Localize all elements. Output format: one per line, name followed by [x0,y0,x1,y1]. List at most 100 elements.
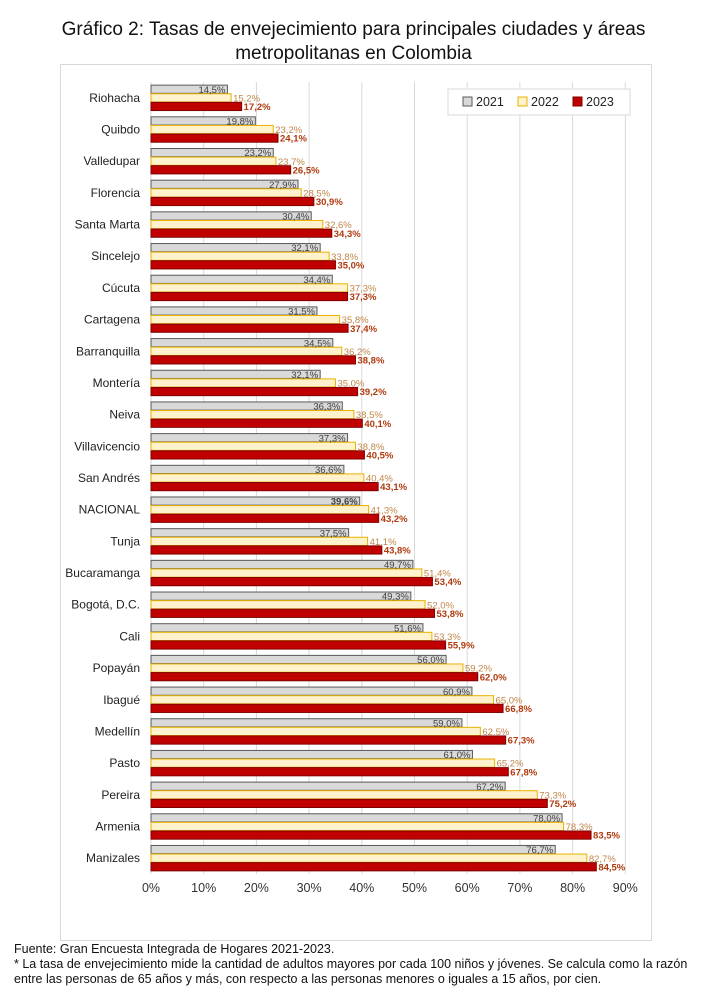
bar-2023 [150,450,365,460]
data-label-2021: 32,1% [291,243,318,254]
category-label: Tunja [110,534,140,548]
data-label-2023: 30,9% [316,197,343,208]
data-label-2023: 37,3% [350,292,377,303]
category-label: Florencia [91,186,141,200]
category-label: Cali [119,629,140,643]
bar-2022 [150,124,274,135]
data-label-2021: 36,3% [313,402,340,413]
bar-2022 [150,663,464,673]
data-label-2022: 73,3% [539,790,566,801]
data-label-2021: 34,4% [303,275,330,286]
bar-chart: 14,5%15,2%17,2%19,8%23,2%24,1%23,2%23,7%… [65,82,638,895]
bar-2023 [150,672,479,682]
data-label-2022: 33,8% [331,252,358,263]
data-label-2023: 67,8% [510,767,537,778]
data-label-2023: 84,5% [598,862,625,873]
data-label-2021: 76,7% [526,845,553,856]
bar-2021 [150,781,506,791]
bar-2023 [150,608,436,618]
data-label-2021: 27,9% [269,180,296,191]
data-label-2022: 41,3% [371,505,398,516]
data-label-2023: 35,0% [337,260,364,271]
data-label-2022: 53,3% [434,632,461,643]
data-label-2022: 28,5% [303,188,330,199]
category-label: Manizales [86,851,140,865]
data-label-2022: 65,2% [497,759,524,770]
data-label-2022: 36,2% [344,347,371,358]
data-label-2022: 51,4% [424,569,451,580]
bar-2023 [150,133,279,143]
data-label-2021: 23,2% [244,148,271,159]
category-label: Pasto [109,756,140,770]
data-label-2023: 67,3% [508,736,535,747]
data-label-2021: 39,6% [331,497,358,508]
x-tick-label: 70% [507,881,532,895]
bar-2021 [150,623,424,633]
data-label-2023: 39,2% [360,387,387,398]
data-label-2022: 62,5% [482,727,509,738]
data-label-2023: 83,5% [593,831,620,842]
data-label-2021: 49,7% [384,560,411,571]
x-tick-label: 30% [297,881,322,895]
data-label-2022: 38,8% [357,442,384,453]
data-label-2022: 52,0% [427,600,454,611]
category-label: Santa Marta [75,218,141,232]
data-label-2021: 30,4% [282,212,309,223]
category-label: Quibdo [101,123,140,137]
bar-2023 [150,513,380,523]
category-label: Montería [93,376,141,390]
bar-2023 [150,640,447,650]
x-tick-label: 90% [613,881,638,895]
data-label-2022: 37,3% [350,284,377,295]
legend-box [447,88,631,116]
bar-2023 [150,862,597,872]
category-label: Armenia [95,819,140,833]
category-label: Ibagué [103,693,140,707]
data-label-2022: 82,7% [589,854,616,865]
data-labels: 14,5%15,2%17,2%19,8%23,2%24,1%23,2%23,7%… [198,85,625,874]
legend-swatch-2022 [517,96,528,107]
data-label-2023: 53,8% [437,609,464,620]
legend-label-2021: 2021 [476,95,504,109]
bar-2023 [150,482,379,492]
bar-2022 [150,821,565,832]
data-label-2021: 37,5% [320,528,347,539]
data-label-2022: 32,6% [325,220,352,231]
data-label-2021: 34,5% [304,338,331,349]
x-tick-label: 20% [244,881,269,895]
data-label-2021: 56,0% [417,655,444,666]
legend-swatch-2021 [462,96,473,107]
data-label-2021: 59,0% [433,718,460,729]
bar-2023 [150,735,507,745]
bar-2021 [150,749,473,760]
x-tick-label: 60% [455,881,480,895]
data-label-2021: 32,1% [291,370,318,381]
bar-2021 [150,686,473,696]
data-label-2023: 75,2% [549,799,576,810]
x-tick-label: 10% [191,881,216,895]
legend: 2021 2022 2023 [447,88,631,116]
data-label-2022: 35,0% [337,379,364,390]
category-label: San Andrés [78,471,140,485]
data-label-2022: 40,4% [366,474,393,485]
data-label-2021: 61,0% [444,750,471,761]
bar-2021 [150,813,563,823]
data-label-2023: 66,8% [505,704,532,715]
data-label-2022: 65,0% [496,695,523,706]
data-label-2023: 38,8% [357,355,384,366]
bar-2022 [150,726,481,737]
bar-2023 [150,830,592,840]
category-label: Valledupar [84,154,140,168]
category-label: Pereira [101,788,140,802]
data-label-2023: 53,4% [434,577,461,588]
data-label-2021: 19,8% [226,117,253,128]
category-label: NACIONAL [79,503,141,517]
bar-2023 [150,703,504,713]
bar-2023 [150,101,243,112]
data-label-2023: 34,3% [334,229,361,240]
data-label-2023: 62,0% [480,672,507,683]
bar-2022 [150,853,588,863]
data-label-2021: 49,3% [382,592,409,603]
data-label-2023: 40,1% [364,419,391,430]
bar-2023 [150,386,359,397]
